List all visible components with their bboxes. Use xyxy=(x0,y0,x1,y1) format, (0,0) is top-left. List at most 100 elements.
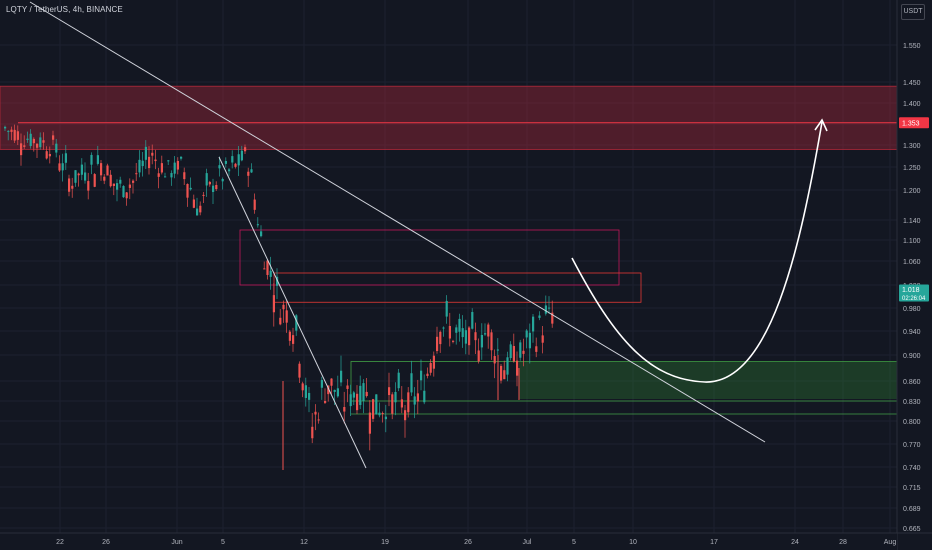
candle xyxy=(215,181,218,191)
candle-body xyxy=(52,135,55,140)
candle-body xyxy=(410,373,413,393)
candle xyxy=(196,197,199,216)
candle xyxy=(384,404,387,433)
candle xyxy=(298,361,301,384)
candle xyxy=(356,385,359,415)
candle-body xyxy=(439,331,442,345)
candle-body xyxy=(336,388,339,397)
candle xyxy=(180,155,183,161)
candle xyxy=(404,404,407,438)
candle-body xyxy=(148,156,151,169)
candle xyxy=(410,360,413,396)
price-tick-label: 1.400 xyxy=(903,101,921,108)
candle xyxy=(394,382,397,416)
candle xyxy=(106,163,109,176)
candle-body xyxy=(231,156,234,163)
candle xyxy=(506,351,509,382)
candle-body xyxy=(141,160,144,167)
candle xyxy=(458,313,461,342)
candle-body xyxy=(260,231,263,237)
price-tick-label: 0.665 xyxy=(903,526,921,533)
candle xyxy=(276,268,279,299)
candle xyxy=(224,157,227,168)
price-tick-label: 0.740 xyxy=(903,465,921,472)
candle-body xyxy=(394,391,397,403)
candle xyxy=(231,150,234,169)
time-tick-label: Jul xyxy=(523,539,532,546)
candle xyxy=(218,156,221,177)
candle-body xyxy=(71,185,74,189)
candle xyxy=(295,314,298,336)
candles xyxy=(4,124,554,451)
candle-body xyxy=(346,385,349,389)
candle xyxy=(16,125,19,145)
candle-body xyxy=(116,183,119,190)
candle-body xyxy=(509,344,512,359)
candle xyxy=(128,178,131,200)
trendline-major xyxy=(29,1,766,443)
candle-body xyxy=(10,129,13,132)
candle xyxy=(125,192,128,206)
candle xyxy=(237,145,240,176)
candle-body xyxy=(301,383,304,391)
candle-body xyxy=(436,336,439,352)
candle-body xyxy=(484,333,487,335)
candle xyxy=(413,387,416,419)
price-tick-label: 1.060 xyxy=(903,259,921,266)
price-tick-label: 0.715 xyxy=(903,485,921,492)
candle-body xyxy=(448,325,451,339)
candle-body xyxy=(340,370,343,383)
candle xyxy=(240,145,243,162)
candle-body xyxy=(352,392,355,398)
candle xyxy=(429,359,432,376)
currency-unit-button[interactable]: USDT xyxy=(901,4,925,20)
candle xyxy=(388,372,391,407)
candle-body xyxy=(96,155,99,164)
candle xyxy=(461,315,464,348)
candle-body xyxy=(58,163,61,171)
candle xyxy=(378,402,381,418)
candle-body xyxy=(173,162,176,174)
price-tick-label: 0.980 xyxy=(903,306,921,313)
candle xyxy=(119,176,122,188)
candle-body xyxy=(151,152,154,156)
candle xyxy=(176,157,179,175)
candle-body xyxy=(292,335,295,344)
candle xyxy=(509,341,512,361)
candle-body xyxy=(413,396,416,405)
candle-body xyxy=(212,185,215,192)
candle-body xyxy=(330,378,333,386)
candle xyxy=(170,170,173,186)
candle-body xyxy=(160,163,163,173)
candle xyxy=(23,135,26,149)
candle-body xyxy=(208,181,211,185)
candle-body xyxy=(138,159,141,173)
price-tag-value: 1.018 xyxy=(902,287,920,294)
candle-body xyxy=(298,363,301,378)
candle-body xyxy=(541,335,544,343)
candle-body xyxy=(423,390,426,403)
candle xyxy=(512,333,515,363)
price-tag-countdown: 02:26:04 xyxy=(902,296,926,302)
candle-body xyxy=(400,399,403,408)
candle xyxy=(503,360,506,380)
candle-body xyxy=(39,137,42,148)
candle-body xyxy=(80,164,83,175)
candle xyxy=(199,201,202,216)
candle-body xyxy=(240,150,243,161)
candle xyxy=(157,167,160,189)
candle-body xyxy=(247,171,250,176)
candle xyxy=(541,325,544,354)
price-tick-label: 0.900 xyxy=(903,353,921,360)
candle-body xyxy=(164,176,167,178)
candle-body xyxy=(189,187,192,190)
price-tick-label: 1.550 xyxy=(903,43,921,50)
time-tick-label: 22 xyxy=(56,539,64,546)
price-tick-label: 1.200 xyxy=(903,188,921,195)
price-tick-label: 0.860 xyxy=(903,379,921,386)
candle-body xyxy=(228,169,231,172)
candle-body xyxy=(308,392,311,400)
candle-body xyxy=(221,178,224,182)
candle xyxy=(84,162,87,184)
